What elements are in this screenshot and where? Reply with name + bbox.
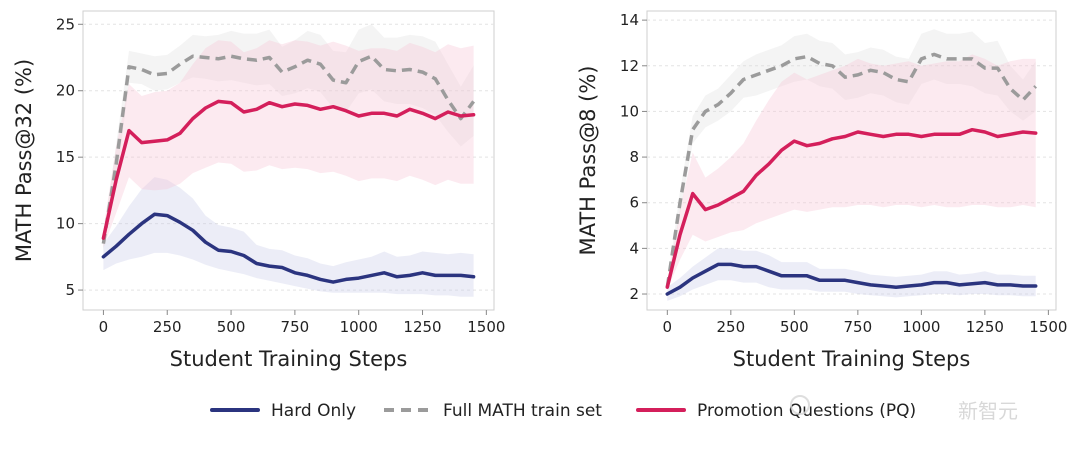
y-tick-label: 2 (629, 285, 639, 303)
x-tick-label: 250 (717, 318, 746, 336)
y-tick-label: 15 (56, 148, 75, 166)
x-tick-label: 1000 (340, 318, 378, 336)
y-tick-label: 20 (56, 82, 75, 100)
x-tick-label: 1500 (467, 318, 505, 336)
series-line-hard (101, 212, 476, 284)
x-tick-label: 750 (844, 318, 873, 336)
band-hard (667, 248, 1036, 301)
watermark: 新智元 (790, 395, 1018, 423)
y-tick-label: 12 (620, 57, 639, 75)
x-axis-title: Student Training Steps (170, 347, 408, 371)
x-tick-label: 500 (217, 318, 246, 336)
y-tick-label: 6 (629, 194, 639, 212)
series-line-pq (101, 99, 476, 240)
legend-label-full: Full MATH train set (443, 401, 602, 421)
x-tick-label: 1250 (966, 318, 1004, 336)
series-line-hard (665, 262, 1038, 296)
band-pq (103, 40, 474, 248)
y-tick-label: 8 (629, 148, 639, 166)
x-tick-label: 1250 (403, 318, 441, 336)
plot-frame (82, 10, 495, 311)
band-full (103, 24, 474, 251)
watermark-logo-icon (790, 395, 810, 415)
y-tick-label: 10 (56, 215, 75, 233)
band-hard (103, 177, 474, 297)
x-tick-label: 1000 (902, 318, 940, 336)
series-line-full (101, 54, 476, 244)
x-axis-title: Student Training Steps (733, 347, 971, 371)
band-full (667, 29, 1036, 290)
y-tick-label: 14 (620, 11, 639, 29)
series-line-full (665, 52, 1037, 288)
series-line-pq (665, 127, 1038, 289)
x-tick-label: 750 (281, 318, 310, 336)
y-tick-label: 5 (65, 281, 75, 299)
y-axis-title: MATH Pass@32 (%) (12, 59, 36, 262)
x-tick-label: 1500 (1029, 318, 1067, 336)
x-tick-label: 0 (99, 318, 109, 336)
x-tick-label: 500 (780, 318, 809, 336)
plot-frame (646, 10, 1057, 311)
y-tick-label: 4 (629, 239, 639, 257)
y-axis-title: MATH Pass@8 (%) (576, 66, 600, 256)
legend: Hard Only Full MATH train set Promotion … (210, 401, 916, 421)
watermark-text: 新智元 (958, 399, 1018, 423)
band-pq (667, 54, 1036, 290)
y-tick-label: 25 (56, 15, 75, 33)
chart-panel-pass8: 2 4 6 8 10 12 14 0 250 500 750 1000 1250 1500 Student … (576, 10, 1067, 371)
legend-label-hard: Hard Only (271, 401, 356, 421)
x-tick-label: 250 (153, 318, 182, 336)
x-tick-label: 0 (663, 318, 673, 336)
y-tick-label: 10 (620, 102, 639, 120)
